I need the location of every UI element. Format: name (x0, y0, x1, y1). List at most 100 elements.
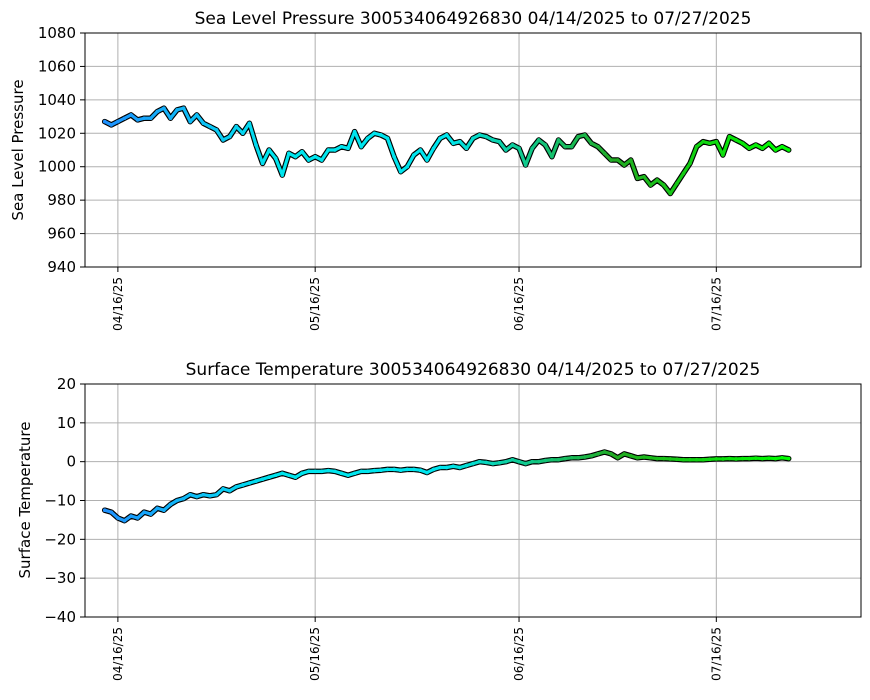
data-point (326, 148, 331, 152)
data-segment (182, 106, 192, 124)
y-tick-label: 1040 (38, 91, 76, 109)
data-point (398, 468, 403, 473)
data-point (379, 133, 383, 137)
pressure-ylabel: Sea Level Pressure (9, 79, 27, 220)
temperature-panel: Surface Temperature 300534064926830 04/1… (16, 360, 862, 681)
data-point (398, 169, 403, 174)
data-point (490, 461, 495, 466)
y-tick-label: 1000 (38, 158, 76, 176)
y-tick-label: 980 (47, 191, 76, 209)
data-point (208, 124, 212, 129)
data-point (707, 457, 712, 462)
pressure-x-ticks: 04/16/25 05/16/25 06/16/25 07/16/25 (111, 267, 723, 331)
data-segment (464, 136, 475, 150)
data-point (635, 176, 640, 181)
data-segment (425, 146, 436, 162)
data-point (694, 144, 699, 149)
data-point (517, 146, 521, 151)
data-point (109, 123, 114, 127)
data-point (372, 468, 377, 473)
data-point (569, 455, 574, 460)
data-point (701, 139, 705, 144)
data-point (773, 148, 778, 152)
data-point (214, 492, 219, 497)
data-point (629, 158, 633, 162)
data-point (293, 154, 298, 159)
data-point (431, 146, 436, 151)
data-point (688, 161, 692, 166)
data-point (260, 477, 265, 481)
temperature-x-ticks: 04/16/25 05/16/25 06/16/25 07/16/25 (111, 617, 723, 681)
data-segment (346, 130, 357, 150)
x-tick-label: 04/16/25 (111, 277, 125, 331)
data-point (773, 456, 778, 461)
data-point (333, 469, 337, 474)
data-point (116, 119, 120, 124)
data-point (247, 121, 252, 126)
y-tick-label: 940 (47, 258, 76, 276)
data-point (385, 136, 390, 141)
data-segment (247, 121, 258, 147)
data-point (352, 471, 357, 476)
data-point (589, 454, 594, 458)
data-point (313, 154, 317, 159)
data-segment (668, 181, 679, 196)
data-point (753, 143, 758, 147)
data-point (142, 116, 146, 121)
data-point (168, 116, 173, 121)
data-point (504, 148, 508, 152)
data-point (300, 471, 304, 476)
data-point (688, 457, 692, 462)
data-point (642, 174, 646, 179)
data-point (767, 141, 771, 146)
data-point (313, 469, 317, 474)
data-point (582, 133, 587, 137)
data-segment (228, 124, 238, 139)
data-point (563, 144, 567, 149)
data-segment (570, 135, 580, 149)
data-point (300, 149, 304, 154)
data-point (576, 455, 581, 460)
data-point (589, 141, 594, 146)
data-point (747, 456, 752, 461)
data-point (694, 457, 699, 462)
data-segment (385, 136, 396, 159)
y-tick-label: −10 (44, 492, 76, 510)
data-point (392, 154, 396, 159)
data-point (727, 456, 732, 461)
data-point (214, 128, 219, 132)
data-point (727, 134, 732, 139)
data-point (241, 131, 245, 136)
data-point (359, 144, 364, 149)
data-point (162, 508, 166, 513)
data-point (707, 141, 712, 146)
data-point (622, 163, 627, 167)
data-point (497, 461, 502, 465)
data-point (780, 455, 784, 460)
x-tick-label: 06/16/25 (512, 627, 526, 681)
pressure-title: Sea Level Pressure 300534064926830 04/14… (195, 9, 752, 29)
data-point (319, 158, 324, 162)
data-segment (688, 145, 699, 165)
data-point (122, 518, 127, 523)
data-point (648, 183, 653, 187)
pressure-y-ticks: 940 960 980 1000 1020 1040 1060 1080 (38, 24, 85, 276)
data-point (287, 473, 291, 478)
data-point (668, 457, 673, 461)
temperature-plot-frame (84, 383, 862, 618)
data-point (234, 124, 239, 129)
data-point (734, 138, 738, 142)
y-tick-label: 1020 (38, 124, 76, 142)
data-point (767, 456, 771, 460)
data-point (280, 471, 285, 476)
data-segment (629, 158, 640, 181)
data-point (221, 138, 225, 142)
data-point (701, 457, 705, 462)
data-segment (214, 128, 225, 142)
data-point (464, 463, 469, 468)
data-point (405, 164, 410, 169)
data-point (609, 452, 613, 456)
data-point (346, 473, 350, 478)
data-point (392, 467, 396, 472)
data-point (208, 494, 212, 498)
